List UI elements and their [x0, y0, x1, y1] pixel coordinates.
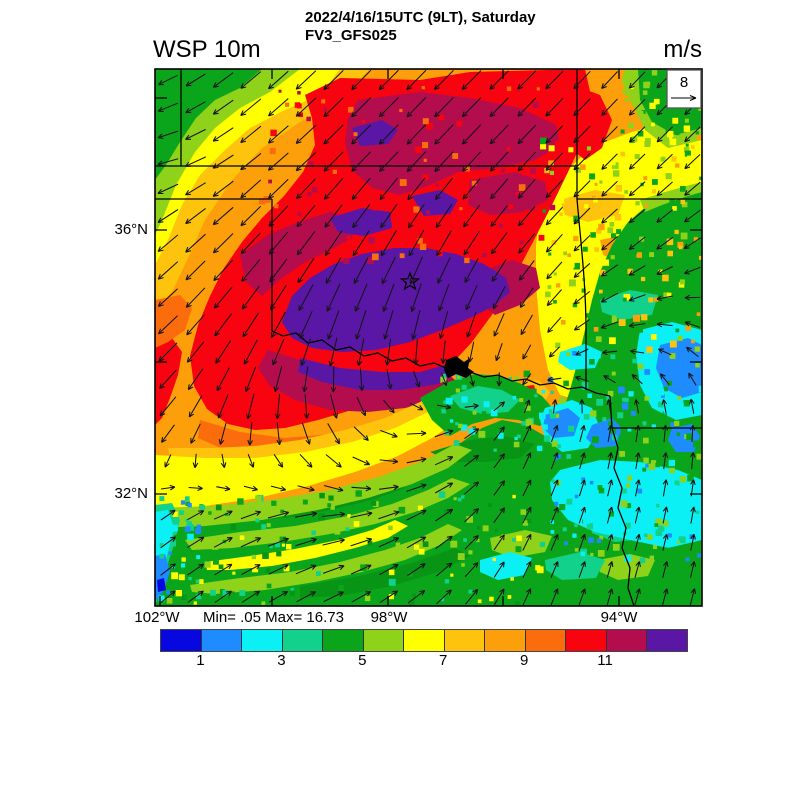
- colorbar-segment: [647, 630, 687, 651]
- units-label: m/s: [663, 36, 702, 63]
- colorbar-segment: [404, 630, 445, 651]
- field-label: WSP 10m: [153, 36, 261, 63]
- colorbar-segment: [363, 630, 405, 651]
- minmax-stats: Min= .05 Max= 16.73: [203, 609, 344, 626]
- lake-texoma: [444, 356, 474, 378]
- colorbar-tick: 7: [439, 652, 448, 669]
- colorbar-tick: 3: [277, 652, 286, 669]
- title-datetime: 2022/4/16/15UTC (9LT), Saturday: [305, 9, 536, 26]
- colorbar-segment: [282, 630, 324, 651]
- colorbar-segment: [242, 630, 283, 651]
- colorbar-segment: [485, 630, 526, 651]
- reference-vector-value: 8: [680, 74, 688, 91]
- wind-arrows: [157, 69, 701, 606]
- lon-label: 102°W: [134, 609, 180, 626]
- colorbar-segment: [161, 630, 202, 651]
- reference-vector-box: 8: [666, 69, 702, 109]
- colorbar-segment: [566, 630, 607, 651]
- star-marker: [399, 271, 421, 291]
- colorbar-segment: [201, 630, 243, 651]
- lat-label: 32°N: [114, 485, 148, 502]
- reference-arrow-icon: [671, 94, 697, 102]
- colorbar: [160, 629, 688, 652]
- colorbar-segment: [323, 630, 364, 651]
- colorbar-segment: [525, 630, 567, 651]
- map-frame: [154, 68, 703, 607]
- colorbar-tick: 9: [519, 652, 529, 669]
- colorbar-tick: 11: [597, 652, 613, 669]
- colorbar-tick: 5: [358, 652, 367, 669]
- lon-label: 94°W: [600, 609, 638, 626]
- title-model: FV3_GFS025: [305, 27, 397, 44]
- colorbar-tick: 1: [196, 652, 205, 669]
- lat-label: 36°N: [114, 221, 148, 238]
- colorbar-segment: [444, 630, 486, 651]
- lon-label: 98°W: [370, 609, 408, 626]
- contour-fill-layer: [155, 69, 702, 606]
- colorbar-segment: [606, 630, 648, 651]
